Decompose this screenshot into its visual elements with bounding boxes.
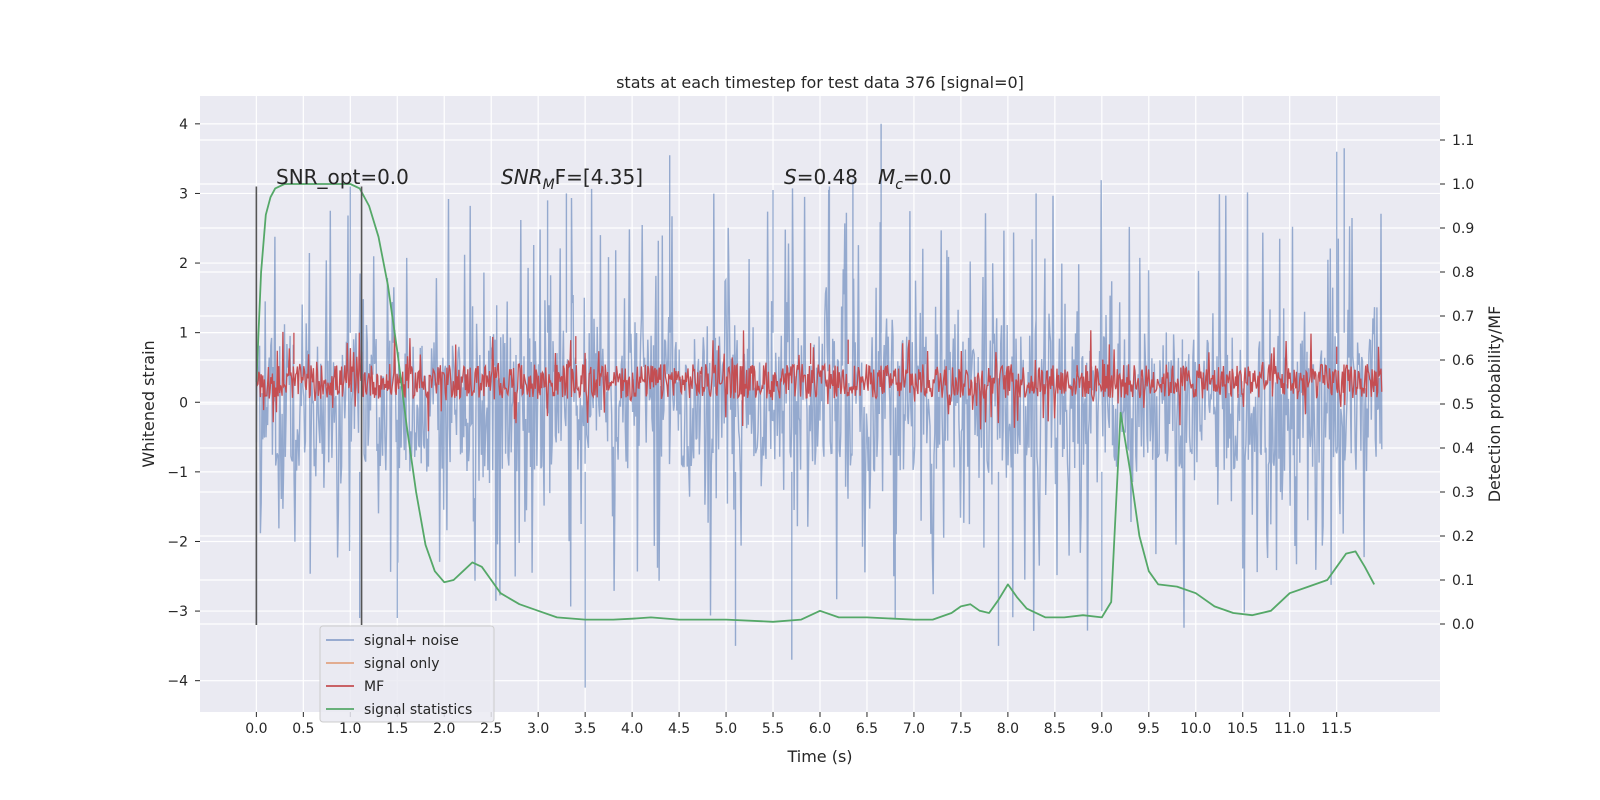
annotation-snr-mf: SNRMF=[4.35]	[501, 165, 643, 193]
annotation-snr-opt: SNR_opt=0.0	[276, 165, 409, 189]
x-tick-label: 9.5	[1138, 721, 1160, 737]
y-right-tick-label: 0.2	[1452, 529, 1474, 545]
annotation-snr-mf-value: F=[4.35]	[555, 165, 643, 189]
y-left-tick-label: 3	[179, 186, 188, 202]
legend-box	[319, 625, 495, 723]
x-tick-label: 5.5	[762, 721, 784, 737]
y-right-tick-label: 1.1	[1452, 133, 1474, 149]
x-tick-label: 0.5	[292, 721, 314, 737]
legend: signal+ noise signal only MF signal statist…	[319, 625, 495, 723]
chart-title: stats at each timestep for test data 376…	[616, 73, 1024, 92]
y-left-tick-label: 0	[179, 395, 188, 411]
annotation-mc-symbol: M	[878, 165, 895, 189]
y-right-tick-label: 0.3	[1452, 485, 1474, 501]
x-axis-label: Time (s)	[786, 747, 852, 766]
x-tick-label: 4.0	[621, 721, 643, 737]
annotation-snr-mf-subscript: M	[543, 177, 555, 193]
x-tick-label: 9.0	[1091, 721, 1113, 737]
annotation-s: S=0.48	[784, 165, 858, 189]
x-tick-label: 10.0	[1180, 721, 1211, 737]
y-right-tick-label: 0.5	[1452, 397, 1474, 413]
legend-entry-label: MF	[364, 679, 384, 695]
annotation-s-value: =0.48	[797, 165, 858, 189]
x-tick-label: 10.5	[1227, 721, 1258, 737]
x-tick-label: 3.5	[574, 721, 596, 737]
y-left-tick-label: 1	[179, 326, 188, 342]
x-tick-label: 5.0	[715, 721, 737, 737]
y-right-tick-label: 0.8	[1452, 265, 1474, 281]
y-right-tick-label: 0.9	[1452, 221, 1474, 237]
annotation-mc-value: =0.0	[903, 165, 952, 189]
legend-entry-label: signal+ noise	[364, 633, 459, 649]
ticks: 0.0 0.5 1.0 1.5 2.0 2.5 3.0 3.5 4.0 4.5 5.0 5.5 6.0 6…	[167, 117, 1474, 737]
x-tick-label: 11.0	[1274, 721, 1305, 737]
annotation-s-symbol: S	[784, 165, 797, 189]
y-left-tick-label: 4	[179, 117, 188, 133]
series-signal-statistics-line	[255, 183, 1375, 623]
annotation-mc-subscript: c	[895, 177, 903, 193]
x-tick-label: 6.0	[809, 721, 831, 737]
x-tick-label: 8.0	[997, 721, 1019, 737]
series-signal-noise-line	[255, 123, 1383, 688]
x-tick-label: 6.5	[856, 721, 878, 737]
y-axis-label-right: Detection probability/MF	[1485, 306, 1504, 503]
y-axis-label-left: Whitened strain	[139, 340, 158, 467]
legend-entry-label: signal statistics	[364, 702, 472, 718]
y-left-tick-label: −2	[167, 534, 188, 550]
x-tick-label: 1.5	[386, 721, 408, 737]
x-tick-label: 7.5	[950, 721, 972, 737]
x-tick-label: 11.5	[1321, 721, 1352, 737]
x-tick-label: 0.0	[245, 721, 267, 737]
x-tick-label: 3.0	[527, 721, 549, 737]
x-tick-label: 4.5	[668, 721, 690, 737]
legend-entry-label: signal only	[364, 656, 439, 672]
y-right-tick-label: 0.6	[1452, 353, 1474, 369]
y-right-tick-label: 0.7	[1452, 309, 1474, 325]
vlines	[255, 186, 363, 625]
x-tick-label: 1.0	[339, 721, 361, 737]
y-left-tick-label: −1	[167, 465, 188, 481]
series-layer	[255, 123, 1383, 688]
y-left-tick-label: 2	[179, 256, 188, 272]
x-tick-label: 8.5	[1044, 721, 1066, 737]
y-right-tick-label: 0.0	[1452, 617, 1474, 633]
y-right-tick-label: 1.0	[1452, 177, 1474, 193]
x-tick-label: 7.0	[903, 721, 925, 737]
y-left-tick-label: −3	[167, 604, 188, 620]
annotation-mc: Mc=0.0	[878, 165, 952, 193]
x-tick-label: 2.5	[480, 721, 502, 737]
y-right-tick-label: 0.1	[1452, 573, 1474, 589]
annotation-snr-mf-symbol: SNR	[501, 165, 543, 189]
y-left-tick-label: −4	[167, 674, 188, 690]
x-tick-label: 2.0	[433, 721, 455, 737]
y-right-tick-label: 0.4	[1452, 441, 1474, 457]
series-mf-line	[255, 330, 1383, 432]
